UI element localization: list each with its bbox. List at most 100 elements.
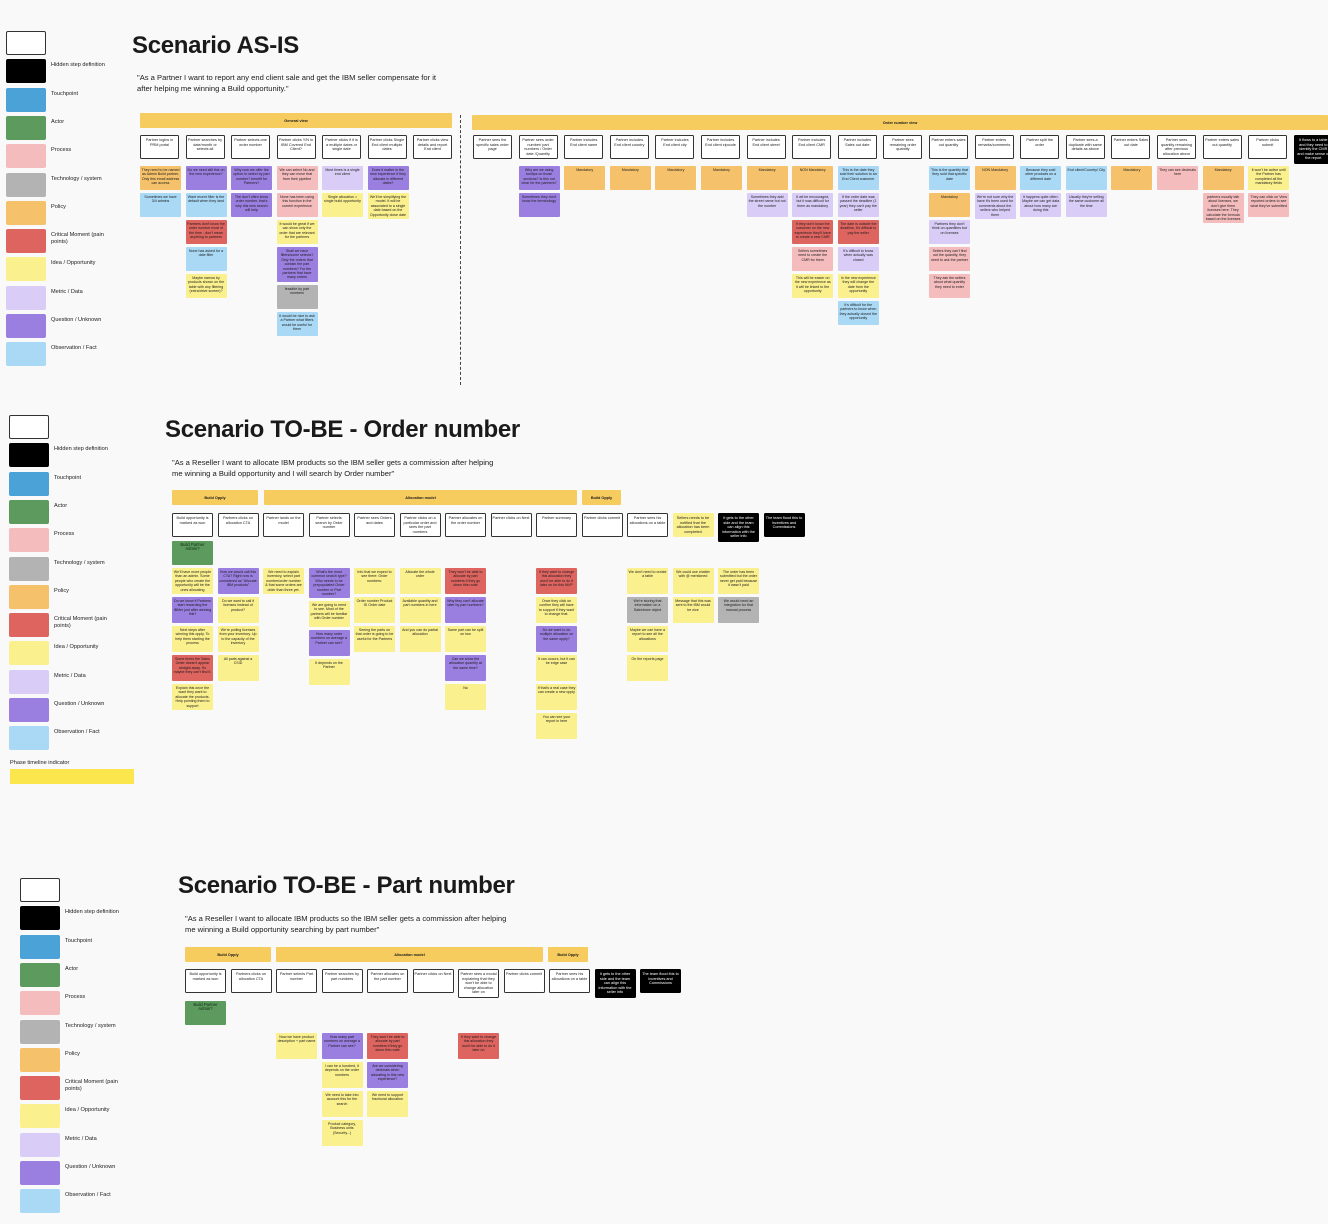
sticky-note-metric: It happens quite often. Maybe we can get…	[1020, 193, 1062, 217]
sticky-note-critical: They won't be able to allocate by part n…	[367, 1033, 408, 1059]
sticky-note-question: How many part numbers on average a Partn…	[321, 1033, 363, 1059]
sticky-note-policy: Mandatory	[929, 193, 970, 217]
journey-step: The team flood this to Incentives and Co…	[640, 969, 681, 993]
journey-step: Partner searches by date/month or select…	[185, 135, 225, 159]
sticky-note-idea: We'll have more people than an admin. So…	[172, 568, 213, 595]
journey-step: Partner searches by part numbers	[321, 969, 363, 993]
legend-swatch-observation	[9, 726, 49, 751]
sticky-note-idea: This will be easier on the new experienc…	[792, 274, 834, 298]
sticky-note-idea: We'll be simplifying the model. It will …	[367, 193, 409, 220]
sticky-note-tech: We're storing that information on a Sale…	[627, 597, 668, 623]
legend-swatch-blank	[9, 415, 49, 439]
sticky-note-idea: We could use chatter with @ mentioned	[672, 568, 714, 594]
journey-step: Partner enters sales out quantity	[929, 135, 968, 159]
sticky-note-observation: Because they sold other products on a di…	[1020, 166, 1062, 190]
journey-step: It gets to the other side and the team c…	[594, 969, 636, 998]
sticky-note-idea: Maybe narrow by products shown on the ta…	[185, 274, 227, 298]
journey-step: Partner clicks view details and report E…	[413, 135, 452, 159]
legend-swatch-metric	[20, 1132, 60, 1157]
journey-step: It flows to a table and they need to ide…	[1293, 135, 1328, 164]
legend-label: Hidden step definition	[51, 62, 105, 69]
sticky-note-critical: Some times the Sales Order doesn't appea…	[172, 655, 213, 681]
legend-label: Metric / Data	[51, 288, 83, 295]
sticky-note-policy: Mandatory	[609, 166, 651, 190]
journey-step: Partner sees his allocations on a table	[549, 969, 590, 993]
legend-label: Critical Moment (pain points)	[54, 616, 107, 630]
journey-step: Partner clicks commit	[581, 513, 623, 537]
sticky-note-question: Why they can't allocate later by part nu…	[445, 597, 486, 623]
sticky-note-policy: Mandatory	[746, 166, 788, 190]
sticky-note-idea: Explain this once the want they want to …	[172, 684, 213, 711]
sticky-note-question: How many order numbers on average a Part…	[308, 630, 350, 656]
sticky-note-idea: We need to support fractional allocation	[367, 1091, 408, 1117]
journey-step: Partner selects one order number	[231, 135, 270, 159]
sticky-note-idea: No	[445, 684, 486, 710]
sticky-note-process: Sellers sometimes need to create the CMR…	[792, 247, 834, 271]
legend-label: Observation / Fact	[65, 1192, 111, 1199]
sticky-note-metric: It wil be encouraged, but it was difficu…	[792, 193, 834, 217]
legend-label: Policy	[65, 1050, 80, 1057]
scenario-title: Scenario AS-IS	[132, 32, 299, 59]
sticky-note-tech: feasible by part numbers	[276, 285, 318, 309]
journey-step: Partner clicks on Next	[490, 513, 532, 537]
phase-bar: Build Opply	[582, 490, 621, 505]
journey-step: Partner sees his allocations on a table	[627, 513, 668, 537]
sticky-note-idea: It depends on the Partner	[308, 659, 350, 685]
journey-step: Partner clicks if it is a multiple dates…	[322, 135, 361, 159]
sticky-note-critical: If they want to change this allocation t…	[458, 1033, 499, 1059]
sticky-note-idea: You can see your report in here	[536, 713, 577, 739]
journey-step: Partner enters remarks/comments	[974, 135, 1014, 159]
sticky-note-observation: None has asked for a date filter	[185, 247, 227, 271]
phase-bar: Build Opply	[548, 947, 588, 962]
legend-swatch-hidden	[6, 59, 46, 84]
journey-step: Partner includes End client zipcode	[701, 135, 740, 159]
sticky-note-idea: Seeing the parts on that order is going …	[354, 626, 395, 652]
legend-label: Technology / system	[51, 175, 102, 182]
legend-swatch-critical	[6, 229, 46, 254]
sticky-note-tech: We would need an integration for that ma…	[718, 597, 759, 623]
legend-label: Policy	[51, 203, 66, 210]
journey-step: Partner selects search by Order number	[308, 513, 350, 537]
sticky-note-metric: Partners they don't think on quantities …	[929, 220, 970, 244]
legend-swatch-question	[9, 698, 49, 722]
sticky-note-idea: I can be a hundred, it depends on the or…	[321, 1062, 363, 1088]
sticky-note-question: Are we considering decimals when allocat…	[367, 1062, 408, 1088]
sticky-note-idea: Next steps after winning this opply. To …	[172, 626, 213, 652]
journey-step: Partner includes End client street	[746, 135, 786, 159]
legend-swatch-touchpoint	[9, 471, 49, 496]
journey-step: Partner sees a duplicate with same detai…	[1065, 135, 1105, 159]
sticky-note-policy: NON Mandatory	[974, 166, 1016, 190]
sticky-note-idea: It would be great if we can show only th…	[276, 220, 318, 244]
journey-step: Partner split the order	[1020, 135, 1060, 159]
legend-label: Idea / Opportunity	[65, 1107, 110, 1114]
sticky-note-question: Can we show the allocation quantity at t…	[445, 655, 486, 681]
sticky-note-idea: We don't need to create a table	[627, 568, 668, 594]
sticky-note-actor: Build Partner Admin?	[172, 541, 213, 565]
journey-step: Partner includes Sales out date	[837, 135, 877, 159]
sticky-note-question: The don't often know order number, that'…	[231, 193, 272, 217]
sticky-note-idea: Message that this was sent to the IBM wo…	[672, 597, 714, 623]
legend-label: Question / Unknown	[65, 1164, 116, 1170]
journey-step: Partner selects Part number	[276, 969, 317, 993]
sticky-note-idea: If that's a real case they can create a …	[536, 684, 577, 710]
phase-bar: Allocation model	[264, 490, 577, 505]
legend-label: Touchpoint	[51, 90, 79, 97]
legend-label: Observation / Fact	[54, 729, 100, 736]
sticky-note-idea: The order has been submitted but the ord…	[718, 568, 759, 594]
sticky-note-observation: It's difficult for the partners to know …	[837, 301, 879, 325]
journey-step: Partner sees the specific sales order pa…	[473, 135, 512, 159]
journey-step: Partners clicks on allocation CTA	[230, 969, 272, 993]
legend-swatch-touchpoint	[6, 87, 46, 112]
journey-step: Partner allocates on the order number	[445, 513, 486, 537]
sticky-note-metric: If the order date was passed the deadlin…	[837, 193, 879, 217]
scenario-title: Scenario TO-BE - Part number	[178, 872, 515, 899]
sticky-note-policy: They need to be named as Admin Build par…	[140, 166, 181, 190]
sticky-note-idea: Info that we expect to see there: Order …	[354, 568, 395, 594]
journey-step: Partner clicks on Next	[412, 969, 454, 993]
journey-step: Partner lands on the model	[263, 513, 304, 537]
legend-swatch-blank	[20, 878, 60, 902]
legend-label: Metric / Data	[54, 672, 86, 679]
legend-swatch-process	[9, 528, 49, 553]
sticky-note-question: Do we know if Partners start rewarding t…	[172, 597, 213, 623]
legend-label: Critical Moment (pain points)	[65, 1079, 118, 1093]
